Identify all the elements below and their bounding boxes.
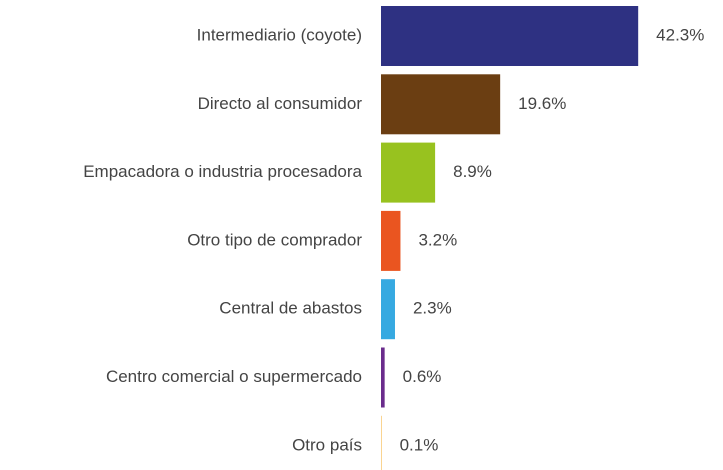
value-label: 3.2% bbox=[418, 230, 457, 249]
value-label: 0.1% bbox=[400, 435, 439, 454]
value-label: 8.9% bbox=[453, 162, 492, 181]
value-label: 0.6% bbox=[403, 367, 442, 386]
category-label: Centro comercial o supermercado bbox=[106, 367, 362, 386]
bar bbox=[381, 347, 385, 408]
category-label: Directo al consumidor bbox=[198, 94, 363, 113]
category-label: Intermediario (coyote) bbox=[197, 25, 362, 44]
value-label: 19.6% bbox=[518, 94, 566, 113]
bar bbox=[381, 74, 501, 135]
bar bbox=[381, 6, 639, 66]
category-label: Otro país bbox=[292, 435, 362, 454]
bar bbox=[381, 210, 401, 271]
bar bbox=[381, 279, 395, 340]
category-label: Empacadora o industria procesadora bbox=[83, 162, 362, 181]
bar bbox=[381, 142, 436, 203]
category-label: Otro tipo de comprador bbox=[187, 230, 362, 249]
bar bbox=[381, 415, 382, 470]
value-label: 42.3% bbox=[656, 25, 704, 44]
value-label: 2.3% bbox=[413, 299, 452, 318]
category-label: Central de abastos bbox=[219, 299, 362, 318]
